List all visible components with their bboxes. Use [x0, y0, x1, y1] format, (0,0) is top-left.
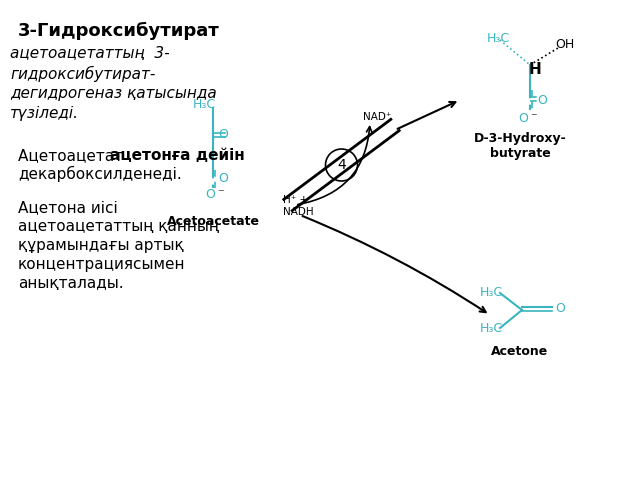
Text: 4: 4	[337, 158, 346, 172]
Text: H⁺ +: H⁺ +	[283, 195, 308, 205]
Text: 3-Гидроксибутират: 3-Гидроксибутират	[18, 22, 220, 40]
Text: Ацетоацетат: Ацетоацетат	[18, 148, 128, 163]
Text: OH: OH	[555, 38, 574, 51]
Text: O: O	[205, 188, 215, 201]
Text: түзіледі.: түзіледі.	[10, 106, 79, 121]
Text: анықталады.: анықталады.	[18, 276, 124, 291]
Text: Acetoacetate: Acetoacetate	[166, 215, 259, 228]
Text: butyrate: butyrate	[490, 147, 550, 160]
Text: Ацетона иісі: Ацетона иісі	[18, 200, 118, 215]
Text: ацетоацетаттың  3-: ацетоацетаттың 3-	[10, 46, 170, 61]
Text: O: O	[537, 94, 547, 107]
Text: дегидрогеназ қатысында: дегидрогеназ қатысында	[10, 86, 217, 101]
Text: құрамындағы артық: құрамындағы артық	[18, 238, 184, 253]
Text: Acetone: Acetone	[492, 345, 548, 358]
Text: ацетонға дейін: ацетонға дейін	[110, 148, 244, 163]
Text: декарбоксилденеді.: декарбоксилденеді.	[18, 166, 182, 182]
Text: O: O	[218, 129, 228, 142]
Text: H₃C: H₃C	[480, 287, 503, 300]
Text: ⁻: ⁻	[217, 188, 223, 201]
Text: H₃C: H₃C	[193, 98, 216, 111]
Text: H₃C: H₃C	[487, 32, 510, 45]
Text: ⁻: ⁻	[530, 111, 536, 124]
Text: H₃C: H₃C	[480, 322, 503, 335]
Text: гидроксибутират-: гидроксибутират-	[10, 66, 156, 82]
FancyArrowPatch shape	[298, 127, 372, 204]
Text: H: H	[529, 62, 541, 77]
Text: NADH: NADH	[283, 207, 314, 217]
Text: концентрациясымен: концентрациясымен	[18, 257, 186, 272]
Text: D-3-Hydroxy-: D-3-Hydroxy-	[474, 132, 566, 145]
Text: O: O	[555, 301, 565, 314]
Text: O: O	[218, 171, 228, 184]
Text: ацетоацетаттың қанның: ацетоацетаттың қанның	[18, 219, 219, 234]
Text: NAD⁺: NAD⁺	[363, 112, 392, 122]
Text: O: O	[518, 111, 528, 124]
